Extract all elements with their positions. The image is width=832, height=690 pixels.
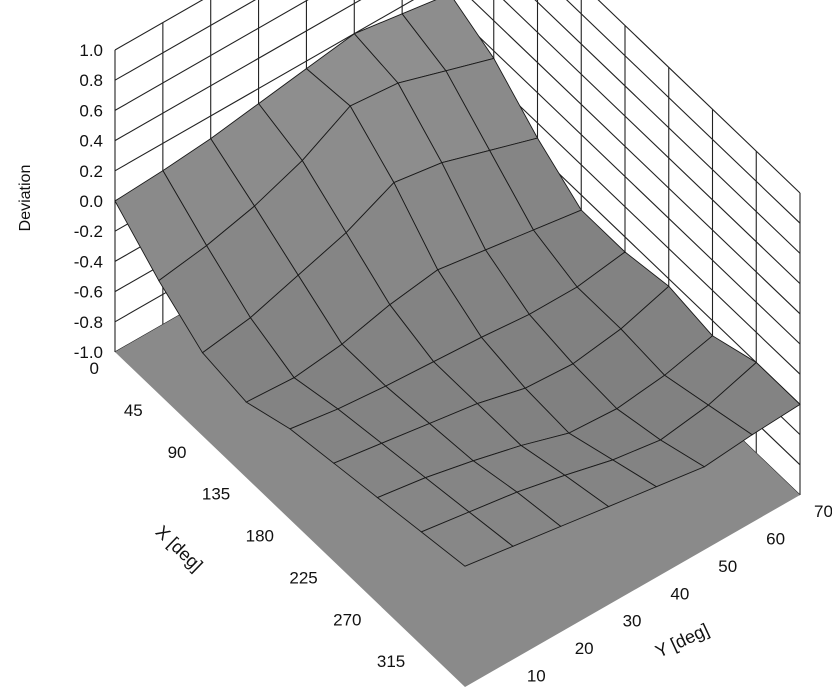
y-tick-label: 50 bbox=[718, 557, 737, 576]
z-tick-label: 0.6 bbox=[79, 101, 103, 120]
side-wall-gridline bbox=[471, 0, 801, 315]
x-axis-title: X [deg] bbox=[152, 521, 207, 575]
z-tick-label: 0.4 bbox=[79, 132, 103, 151]
y-tick-label: 10 bbox=[527, 667, 546, 686]
y-tick-label: 40 bbox=[670, 584, 689, 603]
side-wall-gridline bbox=[597, 0, 801, 194]
surface-patch bbox=[420, 511, 514, 567]
x-tick-label: 90 bbox=[168, 443, 187, 462]
side-wall-gridline bbox=[534, 0, 801, 254]
x-tick-label: 45 bbox=[124, 401, 143, 420]
x-tick-label: 180 bbox=[246, 527, 274, 546]
z-axis-title: Deviation bbox=[17, 165, 34, 232]
x-tick-label: 225 bbox=[289, 568, 317, 587]
back-wall-gridline bbox=[114, 0, 257, 81]
deviation-surface bbox=[114, 0, 801, 567]
z-tick-label: -1.0 bbox=[74, 343, 103, 362]
side-wall-gridline bbox=[566, 0, 801, 224]
z-tick-label: 1.0 bbox=[79, 41, 103, 60]
y-tick-label: 20 bbox=[575, 639, 594, 658]
back-wall-gridline bbox=[114, 0, 362, 142]
back-wall-gridline bbox=[114, 0, 309, 111]
x-tick-label: 315 bbox=[377, 652, 405, 671]
side-wall-gridline bbox=[502, 0, 801, 284]
x-tick-label: 135 bbox=[202, 485, 230, 504]
y-tick-label: 60 bbox=[766, 529, 785, 548]
axis-labels: 1.0 0.8 0.6 0.4 0.2 0.0 -0.2 -0.4 -0.6 -0.8 -1.0 De… bbox=[17, 41, 832, 686]
z-tick-label: -0.6 bbox=[74, 283, 103, 302]
z-tick-label: 0.8 bbox=[79, 71, 103, 90]
z-tick-label: -0.8 bbox=[74, 313, 103, 332]
z-tick-label: 0.2 bbox=[79, 162, 103, 181]
y-tick-label: 70 bbox=[814, 502, 832, 521]
z-tick-label: -0.4 bbox=[74, 252, 103, 271]
y-axis-title: Y [deg] bbox=[652, 619, 712, 661]
z-tick-label: 0.0 bbox=[79, 192, 103, 211]
y-tick-label: 30 bbox=[623, 612, 642, 631]
side-wall-gridline bbox=[449, 8, 801, 345]
x-tick-label: 270 bbox=[333, 610, 361, 629]
back-wall-gridline bbox=[114, 0, 415, 172]
x-tick-label: 0 bbox=[90, 359, 99, 378]
back-wall-gridline bbox=[114, 0, 204, 51]
z-tick-label: -0.2 bbox=[74, 222, 103, 241]
